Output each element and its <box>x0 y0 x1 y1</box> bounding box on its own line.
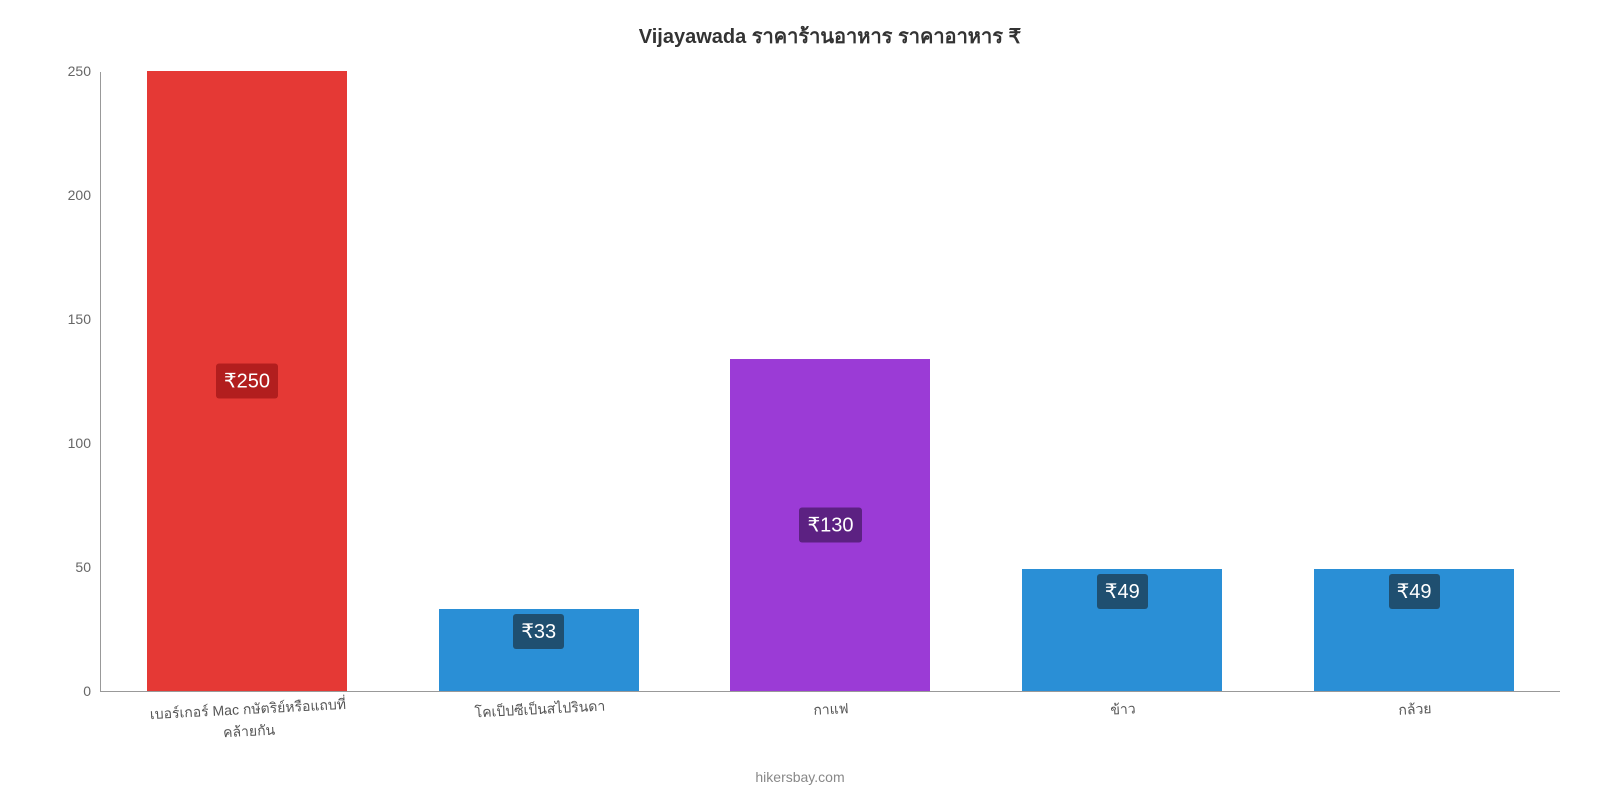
bar-slot: ₹250 <box>132 72 362 691</box>
y-tick-label: 150 <box>51 311 91 327</box>
x-tick-label: โคเป็ปซีเป็นสไปรินดา <box>424 685 656 749</box>
y-tick-label: 100 <box>51 435 91 451</box>
bar-slot: ₹49 <box>1299 72 1529 691</box>
x-tick-label: เบอร์เกอร์ Mac กษัตริย์หรือแถบที่คล้ายกั… <box>132 685 364 749</box>
y-tick-label: 50 <box>51 559 91 575</box>
x-tick-label: กาแฟ <box>716 685 948 749</box>
plot-area: 050100150200250 ₹250₹33₹130₹49₹49 เบอร์เ… <box>100 72 1560 692</box>
bar-slot: ₹130 <box>715 72 945 691</box>
bar: ₹49 <box>1314 569 1514 691</box>
y-tick-label: 250 <box>51 63 91 79</box>
x-tick-label: กล้วย <box>1299 685 1531 749</box>
chart-title: Vijayawada ราคาร้านอาหาร ราคาอาหาร ₹ <box>100 20 1560 52</box>
chart-container: Vijayawada ราคาร้านอาหาร ราคาอาหาร ₹ 0 50… <box>0 0 1600 800</box>
bar: ₹130 <box>730 359 930 691</box>
bar-value-label: ₹33 <box>513 614 564 649</box>
bar-value-label: ₹250 <box>216 364 278 399</box>
bar-value-label: ₹49 <box>1389 574 1440 609</box>
y-tick-label: 0 <box>51 683 91 699</box>
attribution-text: hikersbay.com <box>0 769 1600 785</box>
bars-row: ₹250 ₹33 ₹130 ₹49 ₹49 <box>101 72 1560 691</box>
x-axis-labels: เบอร์เกอร์ Mac กษัตริย์หรือแถบที่คล้ายกั… <box>101 691 1560 743</box>
bar: ₹49 <box>1022 569 1222 691</box>
bar-value-label: ₹130 <box>799 507 861 542</box>
bar-slot: ₹49 <box>1007 72 1237 691</box>
bar: ₹33 <box>439 609 639 691</box>
x-tick-label: ข้าว <box>1007 685 1239 749</box>
y-tick-label: 200 <box>51 187 91 203</box>
bar-value-label: ₹49 <box>1097 574 1148 609</box>
bar-slot: ₹33 <box>424 72 654 691</box>
bar: ₹250 <box>147 71 347 691</box>
